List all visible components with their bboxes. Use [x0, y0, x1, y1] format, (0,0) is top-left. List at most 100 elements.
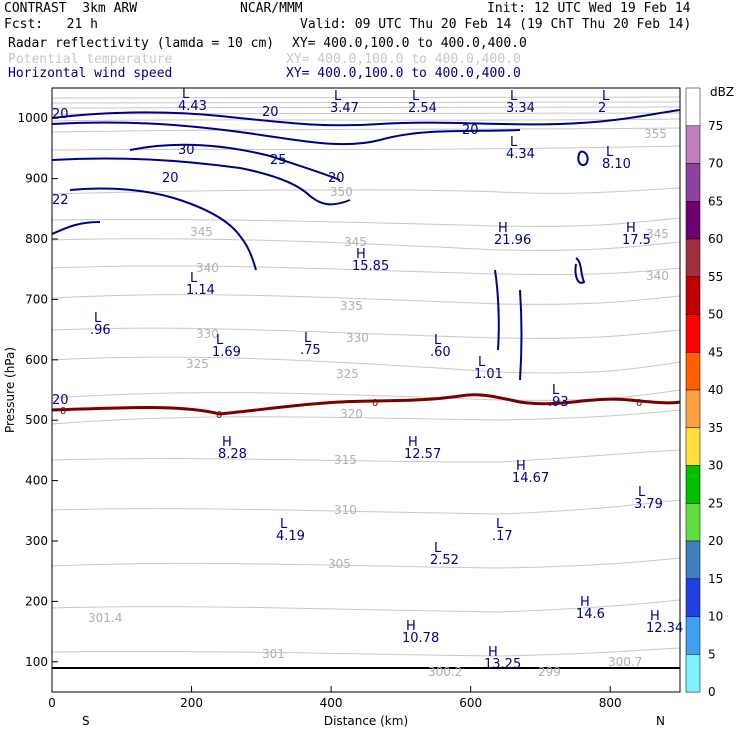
x-tick-label-400: 400 — [320, 696, 343, 710]
wind-label-8: 20 — [52, 107, 69, 122]
extremum-value-2: 2.54 — [408, 101, 437, 116]
theta-label-6: 335 — [340, 299, 363, 313]
theta-label-18: 299 — [538, 665, 561, 679]
field-wind-xy: XY= 400.0,100.0 to 400.0,400.0 — [286, 66, 521, 81]
colorbar-swatch-7 — [685, 352, 701, 391]
colorbar-unit: dBZ — [710, 85, 734, 99]
extremum-value-18: 12.57 — [404, 447, 441, 462]
colorbar-label-25: 25 — [708, 496, 723, 510]
extremum-value-10: 1.14 — [186, 283, 215, 298]
extremum-kind-2: L — [412, 89, 420, 104]
colorbar-label-55: 55 — [708, 270, 723, 284]
x-end-right: N — [656, 714, 665, 728]
extremum-kind-1: L — [334, 89, 342, 104]
theta-label-19: 300.7 — [608, 655, 642, 669]
init-time: Init: 12 UTC Wed 19 Feb 14 — [487, 1, 691, 16]
x-end-left: S — [82, 714, 90, 728]
theta-label-15: 301.4 — [88, 611, 122, 625]
wind-label-5: 20 — [462, 123, 479, 138]
extremum-value-20: 4.19 — [276, 529, 305, 544]
colorbar-label-35: 35 — [708, 421, 723, 435]
extremum-kind-5: L — [510, 135, 518, 150]
theta-label-2: 345 — [190, 225, 213, 239]
extremum-kind-26: H — [650, 609, 660, 624]
extremum-kind-19: H — [516, 459, 526, 474]
wind-contours — [51, 109, 681, 381]
forecast-hour: Fcst: 21 h — [4, 17, 98, 32]
y-tick-label-500: 500 — [25, 413, 48, 427]
y-tick-label-400: 400 — [25, 474, 48, 488]
colorbar-label-75: 75 — [708, 119, 723, 133]
extremum-value-23: 2.52 — [430, 553, 459, 568]
extremum-kind-15: L — [478, 355, 486, 370]
extremum-kind-13: L — [304, 331, 312, 346]
colorbar-label-70: 70 — [708, 157, 723, 171]
extremum-value-27: 13.25 — [484, 657, 521, 672]
wind-label-4: 20 — [328, 171, 345, 186]
freezing-label-2: 0 — [636, 398, 642, 409]
theta-label-13: 310 — [334, 503, 357, 517]
extremum-value-13: .75 — [300, 343, 321, 358]
colorbar-swatch-2 — [685, 163, 701, 202]
extremum-kind-11: L — [94, 311, 102, 326]
extremum-kind-21: L — [496, 517, 504, 532]
extremum-value-5: 4.34 — [506, 147, 535, 162]
field-wind-name: Horizontal wind speed — [8, 66, 173, 81]
x-tick-label-600: 600 — [459, 696, 482, 710]
extremum-value-14: .60 — [430, 345, 451, 360]
extremum-value-21: .17 — [492, 529, 513, 544]
extremum-value-26: 12.34 — [646, 621, 683, 636]
colorbar-label-30: 30 — [708, 459, 723, 473]
y-tick-label-900: 900 — [25, 172, 48, 186]
colorbar-label-50: 50 — [708, 308, 723, 322]
extremum-kind-12: L — [216, 333, 224, 348]
theta-label-5: 340 — [646, 269, 669, 283]
extremum-value-15: 1.01 — [474, 367, 503, 382]
extremum-value-7: 21.96 — [494, 233, 531, 248]
wind-label-0: 20 — [262, 105, 279, 120]
colorbar-label-45: 45 — [708, 345, 723, 359]
y-tick-label-200: 200 — [25, 594, 48, 608]
wind-label-7: 22 — [52, 193, 69, 208]
org-name: NCAR/MMM — [240, 1, 303, 16]
extremum-value-8: 17.5 — [622, 233, 651, 248]
colorbar-swatch-10 — [685, 465, 701, 504]
colorbar-label-60: 60 — [708, 232, 723, 246]
colorbar-swatch-5 — [685, 276, 701, 315]
extremum-kind-22: L — [638, 485, 646, 500]
freezing-label-1: 0 — [372, 398, 378, 409]
colorbar-label-0: 0 — [708, 685, 716, 699]
theta-labels: 355 350 345 345 340 340 335 330 330 325 325 320 315 3… — [88, 127, 669, 679]
field-reflectivity-name: Radar reflectivity (lamda = 10 cm) — [8, 36, 275, 51]
colorbar-swatch-1 — [685, 125, 701, 164]
colorbar-label-5: 5 — [708, 647, 716, 661]
colorbar-label-15: 15 — [708, 572, 723, 586]
extremum-kind-4: L — [602, 89, 610, 104]
extremum-kind-6: L — [606, 145, 614, 160]
y-tick-label-1000: 1000 — [17, 111, 48, 125]
extremum-value-17: 8.28 — [218, 447, 247, 462]
colorbar-swatch-14 — [685, 616, 701, 655]
freezing-label-3: 0 — [60, 406, 66, 417]
extremum-value-24: 14.6 — [576, 607, 605, 622]
wind-label-6: 20 — [52, 393, 69, 408]
theta-label-9: 325 — [186, 357, 209, 371]
colorbar-swatch-13 — [685, 578, 701, 617]
field-theta-name: Potential temperature — [8, 52, 173, 67]
plot-frame — [51, 87, 681, 693]
extremum-kind-9: H — [356, 247, 366, 262]
extremum-value-1: 3.47 — [330, 101, 359, 116]
extremum-kind-8: H — [626, 221, 636, 236]
wind-label-2: 25 — [270, 153, 287, 168]
colorbar-swatch-15 — [685, 654, 701, 693]
field-reflectivity-xy: XY= 400.0,100.0 to 400.0,400.0 — [292, 36, 527, 51]
extremum-kind-0: L — [182, 87, 190, 102]
extremum-kind-14: L — [434, 333, 442, 348]
extremum-kind-23: L — [434, 541, 442, 556]
y-axis-label: Pressure (hPa) — [3, 347, 17, 433]
x-axis: 0 200 400 600 800 — [48, 686, 622, 710]
extremum-value-25: 10.78 — [402, 631, 439, 646]
theta-contours — [51, 96, 681, 657]
extremum-kind-20: L — [280, 517, 288, 532]
